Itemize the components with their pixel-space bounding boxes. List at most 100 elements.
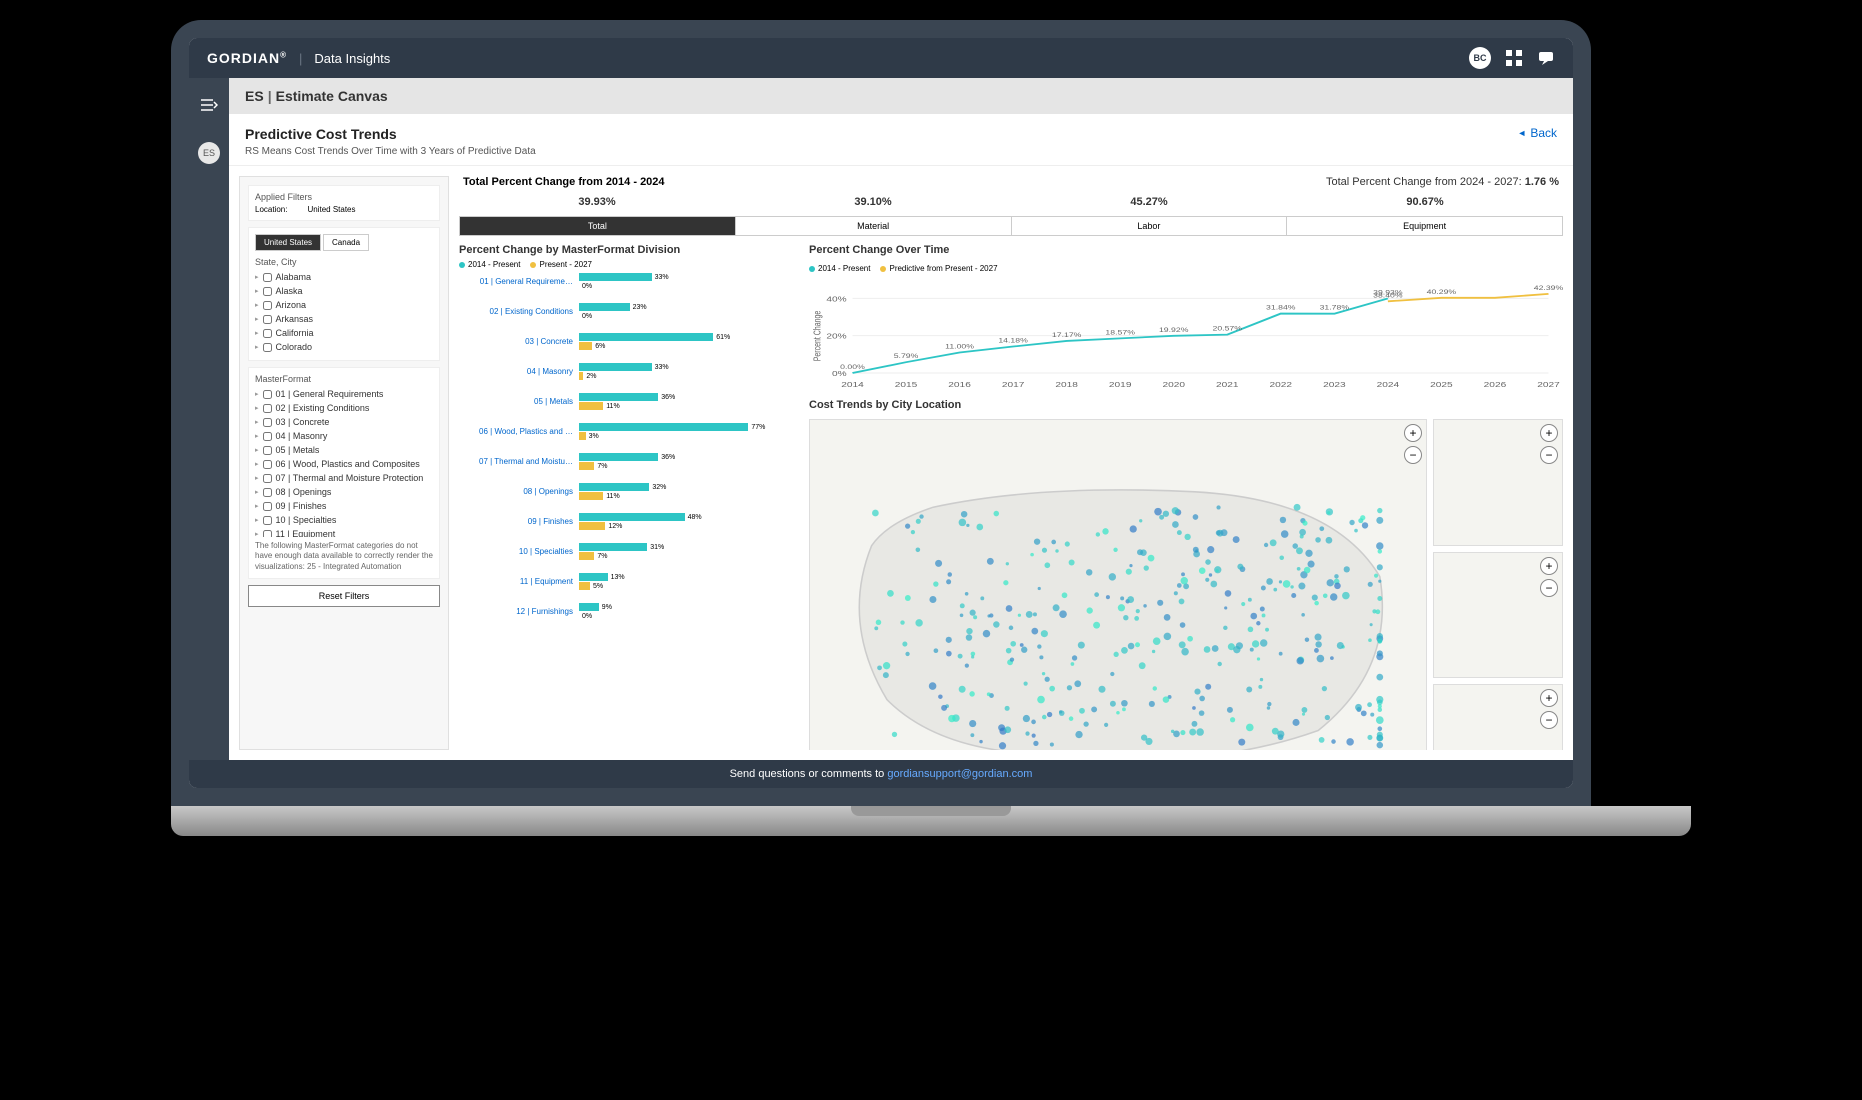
mf-checkbox-item[interactable]: ▸03 | Concrete — [255, 415, 433, 429]
applied-filters-label: Applied Filters — [255, 192, 433, 202]
back-button[interactable]: Back — [1517, 126, 1557, 140]
svg-text:31.84%: 31.84% — [1266, 304, 1296, 311]
svg-text:2014: 2014 — [841, 381, 864, 389]
breadcrumb: ES|Estimate Canvas — [229, 78, 1573, 114]
zoom-out-icon[interactable]: − — [1540, 579, 1558, 597]
zoom-in-icon[interactable]: + — [1540, 689, 1558, 707]
bar-row: 09 | Finishes48%12% — [459, 513, 799, 531]
state-checkbox-item[interactable]: ▸Arkansas — [255, 312, 433, 326]
map-pr[interactable]: +− — [1433, 684, 1563, 750]
mf-checkbox-item[interactable]: ▸01 | General Requirements — [255, 387, 433, 401]
svg-text:2016: 2016 — [948, 381, 971, 389]
mf-checkbox-item[interactable]: ▸11 | Equipment — [255, 527, 433, 537]
svg-text:2017: 2017 — [1002, 381, 1025, 389]
svg-text:40%: 40% — [826, 295, 847, 303]
product-name: Data Insights — [314, 51, 390, 66]
svg-text:2020: 2020 — [1162, 381, 1185, 389]
country-tab[interactable]: Canada — [323, 234, 369, 251]
reset-filters-button[interactable]: Reset Filters — [248, 585, 440, 607]
zoom-in-icon[interactable]: + — [1404, 424, 1422, 442]
legend-item: 2014 - Present — [459, 260, 520, 269]
stat-value: 90.67% — [1287, 196, 1563, 208]
svg-text:19.92%: 19.92% — [1159, 326, 1189, 333]
bar-row: 04 | Masonry33%2% — [459, 363, 799, 381]
mf-checkbox-item[interactable]: ▸05 | Metals — [255, 443, 433, 457]
mf-checkbox-item[interactable]: ▸10 | Specialties — [255, 513, 433, 527]
stat-value: 39.10% — [735, 196, 1011, 208]
svg-text:42.39%: 42.39% — [1534, 284, 1563, 291]
filter-note: The following MasterFormat categories do… — [255, 541, 433, 572]
bar-row: 08 | Openings32%11% — [459, 483, 799, 501]
svg-text:31.78%: 31.78% — [1320, 304, 1350, 311]
stat-value: 39.93% — [459, 196, 735, 208]
svg-text:2025: 2025 — [1430, 381, 1453, 389]
map-alaska[interactable]: +− — [1433, 419, 1563, 546]
line-chart-title: Percent Change Over Time — [809, 244, 1563, 256]
svg-text:2019: 2019 — [1109, 381, 1132, 389]
bar-row: 07 | Thermal and Moistu…36%7% — [459, 453, 799, 471]
svg-text:2015: 2015 — [895, 381, 918, 389]
mf-checkbox-item[interactable]: ▸02 | Existing Conditions — [255, 401, 433, 415]
svg-text:0%: 0% — [832, 370, 847, 378]
svg-text:0.00%: 0.00% — [840, 363, 865, 370]
stat-value: 45.27% — [1011, 196, 1287, 208]
left-rail: ES — [189, 78, 229, 760]
state-checkbox-item[interactable]: ▸Colorado — [255, 340, 433, 354]
zoom-out-icon[interactable]: − — [1540, 446, 1558, 464]
state-checkbox-item[interactable]: ▸California — [255, 326, 433, 340]
stat-tab[interactable]: Total — [460, 217, 736, 235]
state-checkbox-item[interactable]: ▸Alaska — [255, 284, 433, 298]
svg-text:20%: 20% — [826, 332, 847, 340]
stat-tab[interactable]: Labor — [1012, 217, 1288, 235]
bar-row: 10 | Specialties31%7% — [459, 543, 799, 561]
mf-checkbox-item[interactable]: ▸04 | Masonry — [255, 429, 433, 443]
svg-text:17.17%: 17.17% — [1052, 331, 1082, 338]
zoom-in-icon[interactable]: + — [1540, 557, 1558, 575]
bar-chart: 01 | General Requireme…33%0% 02 | Existin… — [459, 273, 799, 750]
bar-row: 11 | Equipment13%5% — [459, 573, 799, 591]
svg-text:2023: 2023 — [1323, 381, 1346, 389]
filters-panel: Applied Filters Location: United States … — [239, 176, 449, 750]
svg-text:2024: 2024 — [1377, 381, 1400, 389]
user-avatar[interactable]: BC — [1469, 47, 1491, 69]
zoom-out-icon[interactable]: − — [1404, 446, 1422, 464]
mf-checkbox-item[interactable]: ▸08 | Openings — [255, 485, 433, 499]
svg-text:18.57%: 18.57% — [1105, 329, 1135, 336]
svg-text:11.00%: 11.00% — [945, 343, 974, 350]
expand-icon[interactable] — [200, 98, 218, 112]
map-hawaii[interactable]: +− — [1433, 552, 1563, 679]
rail-badge[interactable]: ES — [198, 142, 220, 164]
bar-row: 01 | General Requireme…33%0% — [459, 273, 799, 291]
zoom-out-icon[interactable]: − — [1540, 711, 1558, 729]
state-checkbox-item[interactable]: ▸Arizona — [255, 298, 433, 312]
bar-row: 02 | Existing Conditions23%0% — [459, 303, 799, 321]
legend-item: Predictive from Present - 2027 — [880, 264, 997, 273]
bar-chart-title: Percent Change by MasterFormat Division — [459, 244, 799, 256]
bar-row: 03 | Concrete61%6% — [459, 333, 799, 351]
svg-text:40.29%: 40.29% — [1427, 288, 1457, 295]
chat-icon[interactable] — [1537, 49, 1555, 67]
stat-tab[interactable]: Equipment — [1287, 217, 1562, 235]
svg-text:20.57%: 20.57% — [1213, 325, 1243, 332]
svg-text:5.79%: 5.79% — [894, 353, 919, 360]
stat-title-left: Total Percent Change from 2014 - 2024 — [463, 176, 665, 188]
mf-checkbox-item[interactable]: ▸06 | Wood, Plastics and Composites — [255, 457, 433, 471]
legend-item: 2014 - Present — [809, 264, 870, 273]
state-checkbox-item[interactable]: ▸Alabama — [255, 270, 433, 284]
svg-text:Percent Change: Percent Change — [811, 311, 823, 362]
zoom-in-icon[interactable]: + — [1540, 424, 1558, 442]
footer-email-link[interactable]: gordiansupport@gordian.com — [887, 768, 1032, 780]
svg-text:2022: 2022 — [1270, 381, 1293, 389]
country-tab[interactable]: United States — [255, 234, 321, 251]
line-chart: 0%20%40%20142015201620172018201920202021… — [809, 281, 1563, 391]
svg-text:2026: 2026 — [1484, 381, 1507, 389]
bar-row: 05 | Metals36%11% — [459, 393, 799, 411]
apps-icon[interactable] — [1505, 49, 1523, 67]
stat-tab[interactable]: Material — [736, 217, 1012, 235]
mf-checkbox-item[interactable]: ▸07 | Thermal and Moisture Protection — [255, 471, 433, 485]
page-title: Predictive Cost Trends — [245, 126, 536, 142]
topbar: GORDIAN® | Data Insights BC — [189, 38, 1573, 78]
map-main[interactable]: + − 10.02% 49.03% — [809, 419, 1427, 750]
mf-checkbox-item[interactable]: ▸09 | Finishes — [255, 499, 433, 513]
bar-row: 06 | Wood, Plastics and …77%3% — [459, 423, 799, 441]
